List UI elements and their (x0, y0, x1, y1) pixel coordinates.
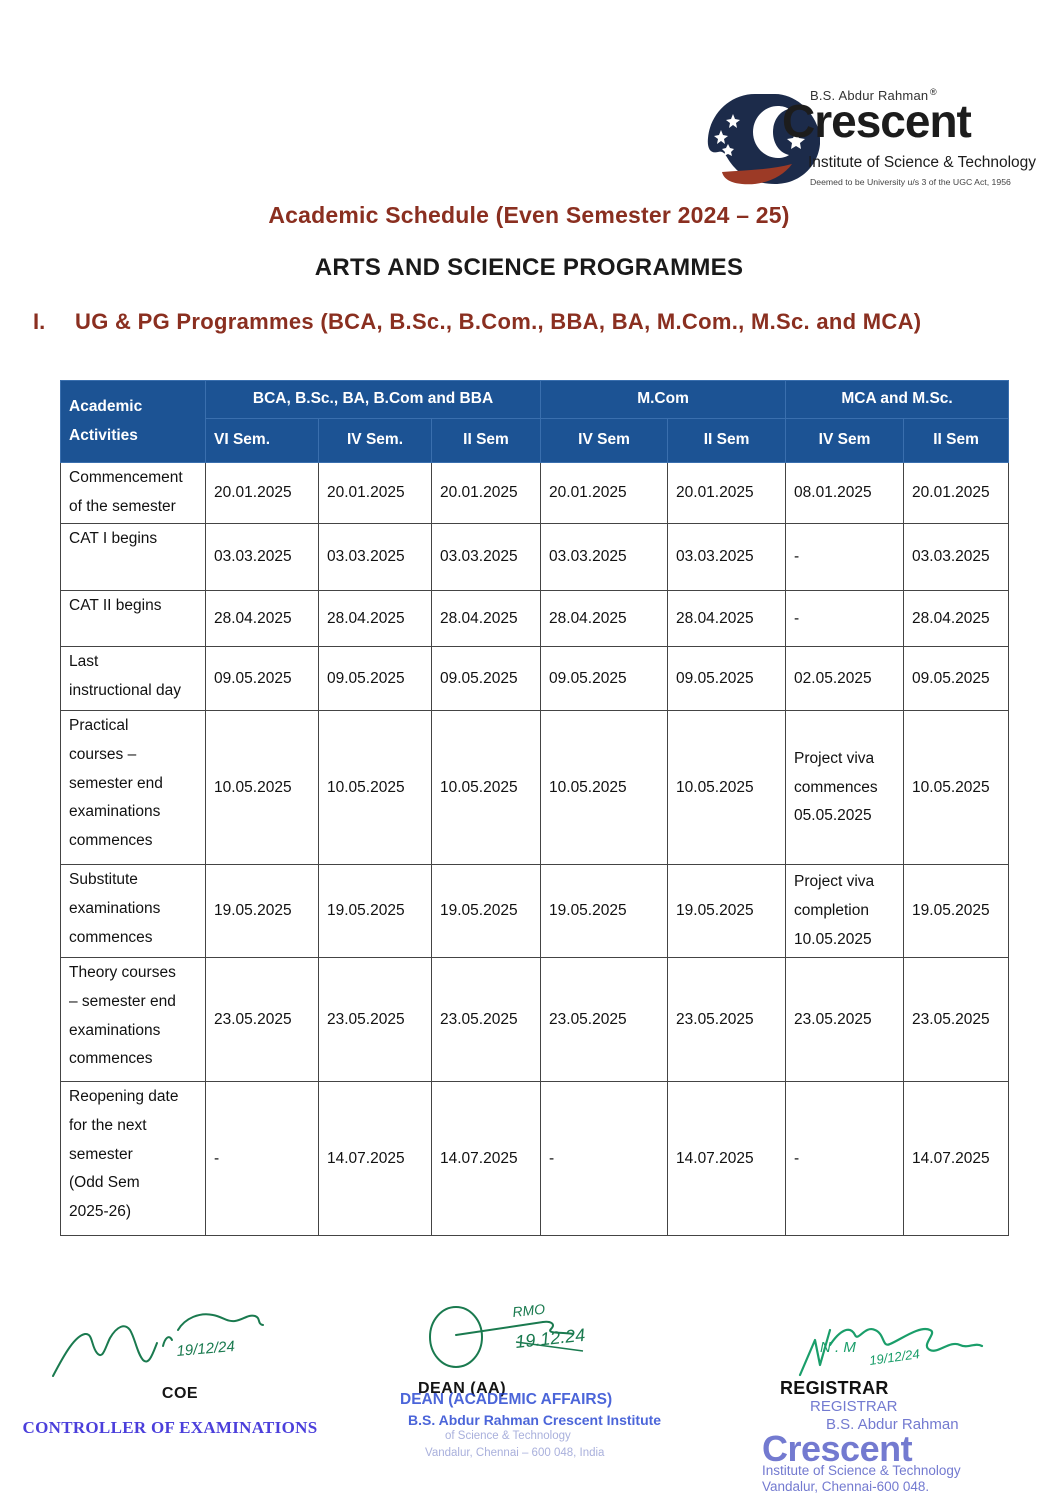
svg-text:RMO: RMO (512, 1301, 546, 1320)
svg-text:19/12/24: 19/12/24 (868, 1346, 920, 1368)
svg-text:19.12.24: 19.12.24 (514, 1325, 586, 1352)
svg-text:19/12/24: 19/12/24 (176, 1338, 236, 1360)
svg-text:N . M: N . M (820, 1339, 856, 1356)
